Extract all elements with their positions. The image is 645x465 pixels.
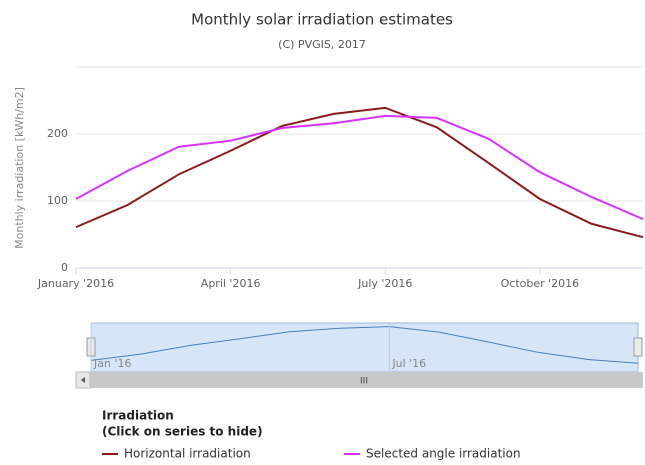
- navigator-tick-label: Jan '16: [93, 357, 131, 370]
- legend-entry[interactable]: Horizontal irradiation: [124, 447, 251, 461]
- y-tick-label: 100: [47, 194, 68, 207]
- y-tick-label: 0: [61, 261, 68, 274]
- legend-title: Irradiation: [102, 409, 174, 423]
- y-tick-label: 200: [47, 127, 68, 140]
- legend-entry[interactable]: Selected angle irradiation: [366, 447, 521, 461]
- navigator-handle[interactable]: [633, 337, 643, 357]
- navigator-line: [90, 326, 639, 364]
- series-line: [75, 106, 644, 239]
- series-line: [75, 114, 644, 221]
- x-tick-label: January '2016: [37, 277, 114, 290]
- chart-subtitle: (C) PVGIS, 2017: [278, 38, 366, 51]
- scrollbar[interactable]: [76, 372, 643, 388]
- scrollbar-grip: III: [360, 377, 368, 387]
- x-tick-label: April '2016: [201, 277, 261, 290]
- x-tick-label: July '2016: [357, 277, 412, 290]
- navigator-window[interactable]: [90, 322, 639, 373]
- x-tick-label: October '2016: [501, 277, 580, 290]
- y-axis-label: Monthly irradiation [kWh/m2]: [13, 87, 26, 249]
- scroll-arrow: [81, 377, 85, 383]
- legend-hint: (Click on series to hide): [102, 425, 263, 439]
- chart-title: Monthly solar irradiation estimates: [191, 11, 453, 29]
- navigator-tick-label: Jul '16: [391, 357, 426, 370]
